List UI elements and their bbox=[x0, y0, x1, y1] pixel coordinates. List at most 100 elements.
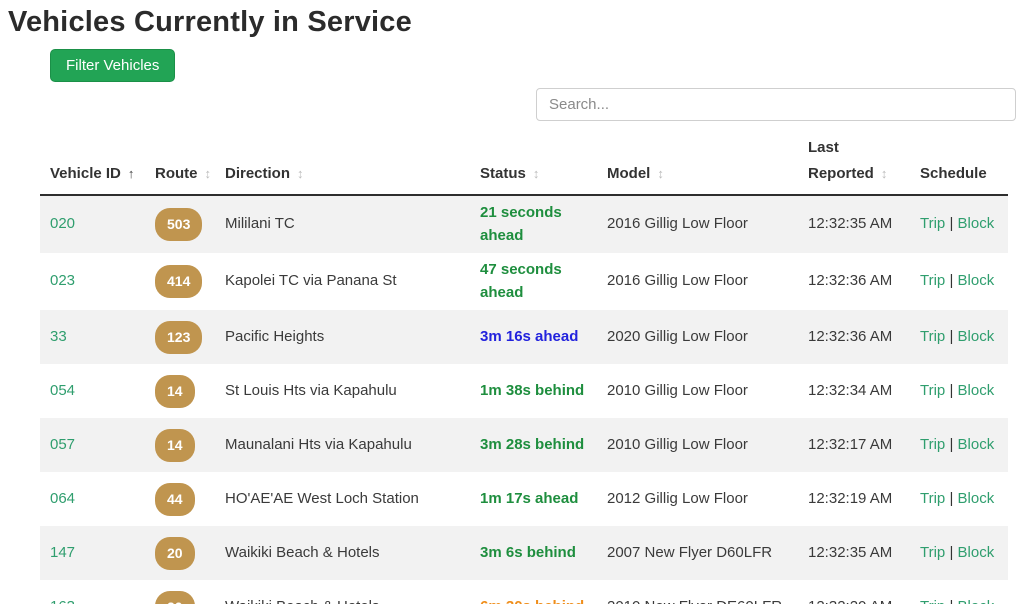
column-header-vehicle-id[interactable]: Vehicle ID ↑ bbox=[40, 130, 145, 196]
table-row: 057 14 Maunalani Hts via Kapahulu 3m 28s… bbox=[40, 418, 1008, 472]
last-reported-text: 12:32:35 AM bbox=[808, 543, 893, 561]
model-text: 2016 Gillig Low Floor bbox=[607, 272, 748, 290]
table-header: Vehicle ID ↑ Route ↕ Direction ↕ Status ↕ Mo… bbox=[40, 130, 1008, 196]
column-header-route[interactable]: Route ↕ bbox=[145, 130, 215, 196]
block-link[interactable]: Block bbox=[957, 215, 995, 233]
table-row: 147 20 Waikiki Beach & Hotels 3m 6s behi… bbox=[40, 526, 1008, 580]
route-badge: 20 bbox=[155, 590, 195, 604]
sort-icon: ↕ bbox=[297, 165, 304, 181]
route-badge: 503 bbox=[155, 208, 203, 241]
block-link[interactable]: Block bbox=[957, 489, 995, 507]
column-header-direction[interactable]: Direction ↕ bbox=[215, 130, 470, 196]
last-reported-text: 12:32:19 AM bbox=[808, 489, 893, 507]
model-text: 2020 Gillig Low Floor bbox=[607, 327, 748, 345]
model-text: 2010 New Flyer DE60LFR bbox=[607, 598, 782, 604]
last-reported-text: 12:32:34 AM bbox=[808, 381, 893, 399]
schedule-separator: | bbox=[945, 489, 958, 507]
schedule-separator: | bbox=[945, 272, 958, 290]
trip-link[interactable]: Trip bbox=[920, 435, 946, 453]
route-badge: 20 bbox=[155, 536, 195, 570]
schedule-separator: | bbox=[945, 435, 958, 453]
page-title: Vehicles Currently in Service bbox=[8, 6, 412, 38]
column-header-model[interactable]: Model ↕ bbox=[597, 130, 798, 196]
status-text: 6m 30s behind bbox=[480, 598, 584, 604]
model-text: 2010 Gillig Low Floor bbox=[607, 435, 748, 453]
block-link[interactable]: Block bbox=[957, 381, 995, 399]
vehicle-id-link[interactable]: 023 bbox=[50, 272, 76, 290]
block-link[interactable]: Block bbox=[957, 435, 995, 453]
last-reported-text: 12:32:36 AM bbox=[808, 272, 893, 290]
sort-icon: ↕ bbox=[657, 165, 664, 181]
vehicle-id-link[interactable]: 054 bbox=[50, 381, 76, 399]
status-text: 47 seconds ahead bbox=[480, 261, 562, 301]
vehicle-id-link[interactable]: 064 bbox=[50, 489, 76, 507]
status-text: 1m 38s behind bbox=[480, 381, 585, 399]
table-row: 064 44 HO'AE'AE West Loch Station 1m 17s… bbox=[40, 472, 1008, 526]
column-label: Route bbox=[155, 164, 198, 182]
sort-icon: ↕ bbox=[532, 165, 540, 181]
direction-text: Maunalani Hts via Kapahulu bbox=[225, 435, 412, 453]
vehicle-id-link[interactable]: 147 bbox=[50, 543, 76, 561]
page: Vehicles Currently in Service Filter Veh… bbox=[0, 6, 1024, 604]
direction-text: Mililani TC bbox=[225, 215, 295, 233]
route-badge: 14 bbox=[155, 374, 195, 408]
vehicle-id-link[interactable]: 163 bbox=[50, 598, 75, 604]
schedule-separator: | bbox=[945, 327, 958, 345]
direction-text: Pacific Heights bbox=[225, 327, 325, 345]
schedule-separator: | bbox=[945, 598, 957, 604]
column-header-schedule: Schedule bbox=[910, 130, 1008, 196]
model-text: 2010 Gillig Low Floor bbox=[607, 381, 748, 399]
direction-text: Kapolei TC via Panana St bbox=[225, 272, 397, 290]
sort-ascending-icon: ↑ bbox=[127, 165, 135, 181]
vehicle-id-link[interactable]: 020 bbox=[50, 215, 76, 233]
route-badge: 44 bbox=[155, 482, 195, 516]
block-link[interactable]: Block bbox=[957, 543, 995, 561]
column-label: Vehicle ID bbox=[50, 164, 121, 182]
trip-link[interactable]: Trip bbox=[920, 272, 946, 290]
table-row: 020 503 Mililani TC 21 seconds ahead 201… bbox=[40, 195, 1008, 253]
model-text: 2016 Gillig Low Floor bbox=[607, 215, 748, 233]
trip-link[interactable]: Trip bbox=[920, 381, 946, 399]
search-input[interactable] bbox=[536, 88, 1016, 121]
direction-text: HO'AE'AE West Loch Station bbox=[225, 489, 419, 507]
vehicle-table-body: 020 503 Mililani TC 21 seconds ahead 201… bbox=[40, 195, 1008, 604]
trip-link[interactable]: Trip bbox=[920, 598, 945, 604]
block-link[interactable]: Block bbox=[957, 327, 995, 345]
column-label: Direction bbox=[225, 164, 291, 182]
vehicle-id-link[interactable]: 33 bbox=[50, 327, 67, 345]
status-text: 3m 6s behind bbox=[480, 543, 576, 561]
column-label: Last Reported bbox=[808, 139, 874, 182]
trip-link[interactable]: Trip bbox=[920, 327, 946, 345]
direction-text: Waikiki Beach & Hotels bbox=[225, 598, 380, 604]
last-reported-text: 12:32:17 AM bbox=[808, 435, 893, 453]
status-text: 3m 28s behind bbox=[480, 435, 585, 453]
schedule-separator: | bbox=[945, 215, 958, 233]
table-row: 054 14 St Louis Hts via Kapahulu 1m 38s … bbox=[40, 364, 1008, 418]
last-reported-text: 12:32:20 AM bbox=[808, 598, 892, 604]
route-badge: 14 bbox=[155, 428, 195, 462]
block-link[interactable]: Block bbox=[958, 598, 995, 604]
sort-icon: ↕ bbox=[880, 165, 888, 181]
column-header-status[interactable]: Status ↕ bbox=[470, 130, 597, 196]
sort-icon: ↕ bbox=[204, 165, 212, 181]
last-reported-text: 12:32:36 AM bbox=[808, 327, 893, 345]
table-row: 33 123 Pacific Heights 3m 16s ahead 2020… bbox=[40, 310, 1008, 364]
trip-link[interactable]: Trip bbox=[920, 543, 946, 561]
status-text: 21 seconds ahead bbox=[480, 204, 562, 244]
table-row: 163 20 Waikiki Beach & Hotels 6m 30s beh… bbox=[40, 580, 1008, 604]
schedule-separator: | bbox=[945, 381, 958, 399]
trip-link[interactable]: Trip bbox=[920, 489, 946, 507]
column-header-last-reported[interactable]: Last Reported ↕ bbox=[798, 130, 910, 196]
vehicle-id-link[interactable]: 057 bbox=[50, 435, 76, 453]
block-link[interactable]: Block bbox=[957, 272, 995, 290]
direction-text: St Louis Hts via Kapahulu bbox=[225, 381, 397, 399]
status-text: 3m 16s ahead bbox=[480, 327, 579, 345]
schedule-separator: | bbox=[945, 543, 958, 561]
status-text: 1m 17s ahead bbox=[480, 489, 579, 507]
filter-vehicles-button[interactable]: Filter Vehicles bbox=[50, 49, 176, 82]
last-reported-text: 12:32:35 AM bbox=[808, 215, 893, 233]
search-row bbox=[8, 88, 1016, 121]
column-label: Model bbox=[607, 164, 651, 182]
trip-link[interactable]: Trip bbox=[920, 215, 946, 233]
model-text: 2007 New Flyer D60LFR bbox=[607, 543, 773, 561]
